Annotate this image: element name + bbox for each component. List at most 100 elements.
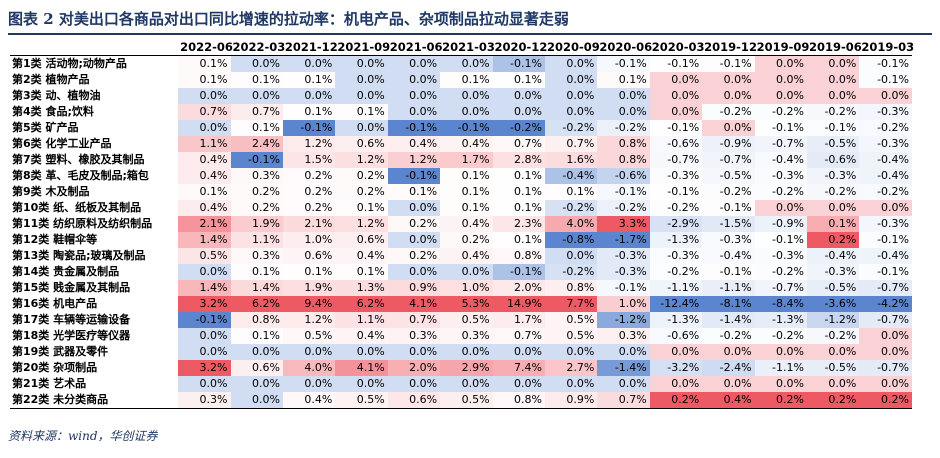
heatmap-cell: -0.1%: [702, 264, 755, 280]
heatmap-cell: -0.3%: [859, 104, 912, 120]
heatmap-cell: -2.4%: [702, 360, 755, 376]
heatmap-cell: 0.0%: [387, 55, 441, 72]
heatmap-cell: -0.1%: [387, 168, 441, 184]
heatmap-cell: 0.4%: [387, 136, 441, 152]
heatmap-cell: 0.0%: [335, 120, 388, 136]
heatmap-cell: -0.6%: [597, 168, 650, 184]
heatmap-cell: 0.1%: [440, 168, 493, 184]
heatmap-cell: 0.1%: [178, 184, 231, 200]
heatmap-cell: 0.0%: [649, 376, 703, 392]
heatmap-cell: 0.0%: [754, 376, 807, 392]
heatmap-cell: 0.6%: [335, 136, 388, 152]
heatmap-cell: 0.0%: [387, 344, 441, 360]
row-label: 第8类 革、毛皮及制品;箱包: [12, 169, 149, 182]
row-label: 第1类 活动物;动物产品: [12, 57, 127, 70]
heatmap-cell: -0.1%: [702, 55, 755, 72]
heatmap-cell: 0.4%: [178, 152, 231, 168]
row-label: 第22类 未分类商品: [10, 392, 179, 409]
table-row: 第1类 活动物;动物产品 0.1% 0.0% 0.0% 0.0% 0.0% 0.0% -0.1…: [10, 55, 912, 72]
heatmap-cell: -0.3%: [702, 232, 755, 248]
heatmap-cell: -0.1%: [230, 152, 283, 168]
heatmap-cell: -0.1%: [702, 200, 755, 216]
heatmap-cell: -0.7%: [859, 360, 912, 376]
heatmap-cell: -0.2%: [702, 104, 755, 120]
heatmap-cell: 0.0%: [178, 88, 231, 104]
heatmap-cell: -0.1%: [859, 72, 912, 88]
heatmap-cell: 0.2%: [282, 168, 336, 184]
column-header: 2020-06: [597, 39, 653, 56]
heatmap-cell: 0.0%: [230, 392, 283, 409]
table-row: 第12类 鞋帽伞等 1.4% 1.1% 1.0% 0.6% 0.0% 0.2% 0.1% -0.…: [10, 232, 912, 248]
heatmap-cell: 4.1%: [387, 296, 441, 312]
heatmap-cell: 0.0%: [702, 88, 755, 104]
heatmap-cell: -0.9%: [754, 216, 807, 232]
heatmap-cell: -0.7%: [859, 280, 912, 296]
heatmap-cell: 0.0%: [544, 248, 598, 264]
heatmap-cell: -3.6%: [806, 296, 860, 312]
heatmap-cell: 0.0%: [335, 88, 388, 104]
heatmap-cell: 0.0%: [806, 88, 860, 104]
table-row: 第21类 艺术品 0.0% 0.0% 0.0% 0.0% 0.0% 0.0% 0.0% 0.0%…: [10, 376, 912, 392]
heatmap-cell: 4.0%: [544, 216, 598, 232]
heatmap-cell: -0.3%: [859, 216, 912, 232]
heatmap-cell: -0.2%: [754, 264, 807, 280]
heatmap-cell: -0.6%: [649, 328, 703, 344]
heatmap-cell: 0.1%: [387, 184, 441, 200]
heatmap-cell: 0.4%: [440, 248, 493, 264]
heatmap-cell: 0.0%: [806, 200, 860, 216]
heatmap-cell: -0.1%: [492, 264, 545, 280]
heatmap-cell: 0.8%: [492, 392, 545, 409]
heatmap-cell: -0.2%: [806, 328, 860, 344]
heatmap-cell: 0.2%: [282, 200, 336, 216]
heatmap-cell: 2.7%: [544, 360, 598, 376]
column-header: 2019-06: [806, 39, 862, 56]
heatmap-cell: 14.9%: [492, 296, 545, 312]
heatmap-cell: 2.1%: [178, 216, 231, 232]
table-row: 第2类 植物产品 0.1% 0.1% 0.1% 0.0% 0.0% 0.1% 0.1% 0.0%…: [10, 72, 912, 88]
heatmap-cell: -0.2%: [649, 200, 703, 216]
heatmap-cell: 0.8%: [544, 280, 598, 296]
heatmap-cell: 1.0%: [440, 280, 493, 296]
heatmap-cell: -0.3%: [806, 264, 860, 280]
heatmap-cell: 0.0%: [440, 104, 493, 120]
heatmap-cell: -0.9%: [702, 136, 755, 152]
table-row: 第18类 光学医疗等仪器 0.0% 0.1% 0.5% 0.4% 0.3% 0.3% 0.7%…: [10, 328, 912, 344]
heatmap-cell: -0.2%: [806, 104, 860, 120]
heatmap-cell: -0.2%: [649, 264, 703, 280]
row-label: 第5类 矿产品: [12, 121, 79, 134]
heatmap-cell: -0.7%: [649, 152, 703, 168]
heatmap-cell: 0.0%: [544, 104, 598, 120]
heatmap-cell: 0.1%: [492, 184, 545, 200]
heatmap-cell: 0.0%: [859, 200, 912, 216]
heatmap-cell: -0.4%: [754, 152, 807, 168]
heatmap-cell: -8.4%: [754, 296, 807, 312]
heatmap-cell: 0.5%: [335, 392, 388, 409]
heatmap-cell: -0.3%: [754, 168, 807, 184]
heatmap-cell: 0.0%: [230, 55, 283, 72]
heatmap-cell: 0.2%: [230, 200, 283, 216]
heatmap-cell: 0.0%: [859, 344, 912, 360]
row-label: 第16类 机电产品: [12, 297, 98, 310]
heatmap-cell: 1.3%: [335, 280, 388, 296]
heatmap-cell: -0.2%: [806, 184, 860, 200]
heatmap-cell: 2.0%: [492, 280, 545, 296]
heatmap-cell: -0.7%: [702, 152, 755, 168]
heatmap-cell: -1.3%: [754, 312, 807, 328]
heatmap-cell: 0.4%: [440, 136, 493, 152]
heatmap-cell: -0.2%: [754, 104, 807, 120]
column-header: 2020-03: [649, 39, 705, 56]
heatmap-cell: 0.0%: [230, 88, 283, 104]
heatmap-cell: 0.1%: [178, 55, 231, 72]
heatmap-cell: 0.2%: [387, 216, 441, 232]
row-label: 第14类 贵金属及制品: [12, 265, 120, 278]
heatmap-cell: 0.2%: [649, 392, 703, 409]
column-header: 2021-06: [387, 39, 443, 56]
row-label: 第7类 塑料、橡胶及其制品: [12, 153, 145, 166]
heatmap-cell: 0.0%: [597, 376, 650, 392]
heatmap-cell: 0.5%: [544, 328, 598, 344]
row-label: 第12类 鞋帽伞等: [12, 233, 98, 246]
heatmap-cell: 0.0%: [178, 120, 231, 136]
heatmap-cell: 1.4%: [178, 280, 231, 296]
heatmap-cell: -0.1%: [597, 55, 650, 72]
heatmap-cell: 1.2%: [387, 152, 441, 168]
